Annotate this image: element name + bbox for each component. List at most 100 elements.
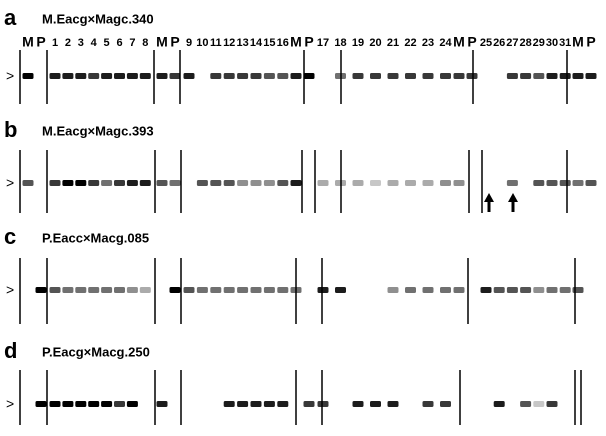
band bbox=[453, 73, 465, 79]
band bbox=[156, 73, 168, 79]
band bbox=[75, 287, 87, 293]
band bbox=[237, 401, 249, 407]
band bbox=[22, 73, 34, 79]
band bbox=[49, 180, 61, 186]
band bbox=[533, 401, 545, 407]
band bbox=[387, 73, 399, 79]
band bbox=[75, 73, 87, 79]
lane-label: 23 bbox=[422, 37, 434, 49]
band bbox=[440, 287, 451, 293]
band bbox=[493, 287, 505, 293]
band bbox=[405, 287, 416, 293]
lane-label: 22 bbox=[404, 37, 416, 49]
lane-marker: > bbox=[6, 396, 14, 412]
band bbox=[422, 180, 434, 186]
band bbox=[440, 401, 451, 407]
band bbox=[533, 73, 545, 79]
band bbox=[352, 73, 364, 79]
band bbox=[101, 73, 113, 79]
band bbox=[520, 401, 532, 407]
band bbox=[352, 180, 364, 186]
band bbox=[585, 73, 597, 79]
band bbox=[126, 401, 138, 407]
band bbox=[290, 73, 302, 79]
band bbox=[114, 73, 125, 79]
lane-label: 3 bbox=[78, 37, 84, 49]
band bbox=[370, 180, 381, 186]
band bbox=[139, 287, 151, 293]
band bbox=[250, 180, 262, 186]
band bbox=[263, 180, 275, 186]
band bbox=[559, 287, 571, 293]
band bbox=[546, 73, 558, 79]
band bbox=[572, 73, 584, 79]
band bbox=[88, 401, 100, 407]
panel-title: P.Eacg×Macg.250 bbox=[42, 344, 150, 359]
lane-label: 10 bbox=[196, 37, 208, 49]
panel-letter: a bbox=[4, 5, 17, 30]
band bbox=[422, 287, 434, 293]
band bbox=[559, 73, 571, 79]
lane-label: 16 bbox=[277, 37, 289, 49]
band bbox=[520, 73, 532, 79]
band bbox=[506, 287, 518, 293]
lane-marker: > bbox=[6, 175, 14, 191]
band bbox=[546, 401, 558, 407]
band bbox=[169, 73, 181, 79]
band bbox=[237, 73, 249, 79]
band bbox=[210, 73, 222, 79]
band bbox=[35, 401, 47, 407]
band bbox=[49, 73, 61, 79]
band bbox=[126, 73, 138, 79]
lane-label: 28 bbox=[519, 37, 531, 49]
lane-label: 20 bbox=[369, 37, 381, 49]
lane-label: 27 bbox=[506, 37, 518, 49]
band bbox=[196, 287, 208, 293]
lane-label: 13 bbox=[236, 37, 248, 49]
lane-label: 14 bbox=[250, 37, 263, 49]
lane-label: 24 bbox=[439, 37, 452, 49]
band bbox=[506, 73, 518, 79]
band bbox=[126, 180, 138, 186]
band bbox=[62, 401, 74, 407]
lane-label: 15 bbox=[263, 37, 275, 49]
band bbox=[250, 287, 262, 293]
band bbox=[387, 180, 399, 186]
lane-label: 19 bbox=[352, 37, 364, 49]
band bbox=[453, 287, 465, 293]
band bbox=[480, 287, 492, 293]
band bbox=[303, 73, 315, 79]
band bbox=[223, 287, 235, 293]
lane-label: 12 bbox=[223, 37, 235, 49]
band bbox=[520, 287, 532, 293]
panel-letter: d bbox=[4, 338, 17, 363]
band bbox=[317, 287, 329, 293]
lane-label: 26 bbox=[493, 37, 505, 49]
band bbox=[156, 180, 168, 186]
band bbox=[223, 180, 235, 186]
band bbox=[370, 73, 381, 79]
band bbox=[237, 287, 249, 293]
lane-label: M bbox=[453, 34, 465, 50]
band bbox=[223, 401, 235, 407]
band bbox=[263, 73, 275, 79]
lane-label: P bbox=[467, 34, 476, 50]
lane-marker: > bbox=[6, 282, 14, 298]
lane-label: P bbox=[304, 34, 313, 50]
lane-label: 21 bbox=[387, 37, 399, 49]
panel-title: M.Eacg×Magc.393 bbox=[42, 123, 154, 138]
band bbox=[88, 180, 100, 186]
arrow-head bbox=[508, 193, 518, 202]
lane-label: M bbox=[156, 34, 168, 50]
band bbox=[453, 180, 465, 186]
lane-label: 4 bbox=[91, 37, 98, 49]
band bbox=[370, 401, 381, 407]
band bbox=[196, 180, 208, 186]
band bbox=[169, 287, 181, 293]
lane-label: 30 bbox=[546, 37, 558, 49]
band bbox=[335, 73, 346, 79]
lane-label: 11 bbox=[210, 37, 222, 49]
panel-letter: b bbox=[4, 117, 17, 142]
band bbox=[114, 401, 125, 407]
